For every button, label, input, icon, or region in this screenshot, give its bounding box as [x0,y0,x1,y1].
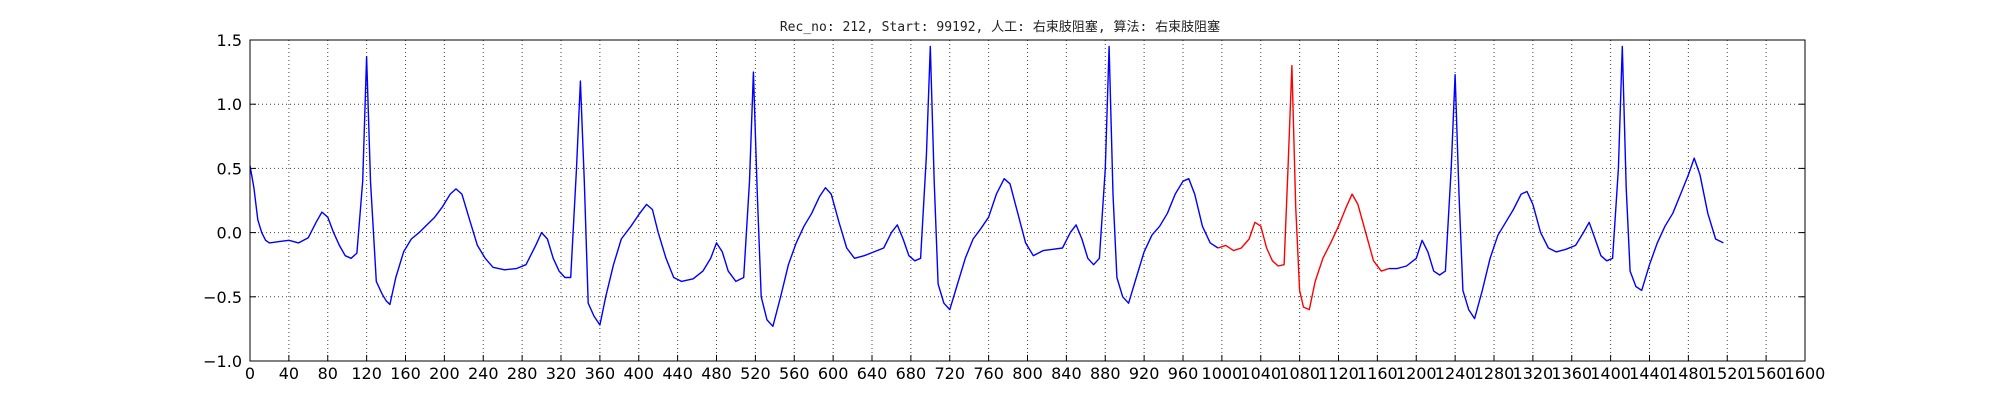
x-tick-label: 1440 [1629,364,1670,383]
x-tick-label: 440 [662,364,693,383]
x-tick-label: 1320 [1513,364,1554,383]
x-tick-label: 400 [623,364,654,383]
x-tick-label: 200 [429,364,460,383]
x-tick-label: 80 [318,364,338,383]
x-tick-label: 120 [351,364,382,383]
x-tick-label: 520 [740,364,771,383]
x-tick-label: 640 [857,364,888,383]
x-tick-label: 240 [468,364,499,383]
x-tick-label: 920 [1129,364,1160,383]
x-tick-label: 1480 [1668,364,1709,383]
x-tick-label: 1400 [1590,364,1631,383]
x-tick-label: 1000 [1202,364,1243,383]
x-tick-label: 360 [585,364,616,383]
x-tick-label: 0 [245,364,255,383]
x-tick-label: 680 [896,364,927,383]
x-tick-label: 480 [701,364,732,383]
series-layer [249,45,1724,327]
x-tick-label: 1280 [1474,364,1515,383]
x-tick-label: 1360 [1551,364,1592,383]
x-tick-label: 40 [279,364,299,383]
y-tick-label: −1.0 [203,352,242,371]
x-tick-label: 800 [1012,364,1043,383]
y-tick-label: 1.0 [217,95,242,114]
x-tick-label: 560 [779,364,810,383]
x-tick-label: 1040 [1240,364,1281,383]
y-tick-label: −0.5 [203,288,242,307]
x-tick-label: 280 [507,364,538,383]
x-tick-label: 1520 [1707,364,1748,383]
y-tick-label: 1.5 [217,31,242,50]
x-tick-label: 1120 [1318,364,1359,383]
x-tick-label: 1200 [1396,364,1437,383]
y-tick-label: 0.5 [217,159,242,178]
x-tick-label: 1160 [1357,364,1398,383]
x-tick-label: 760 [973,364,1004,383]
ecg-series-line-1 [249,45,1219,327]
x-tick-label: 1080 [1279,364,1320,383]
x-tick-label: 880 [1090,364,1121,383]
x-tick-label: 720 [934,364,965,383]
x-tick-label: 320 [546,364,577,383]
x-tick-label: 960 [1168,364,1199,383]
x-tick-label: 1600 [1785,364,1826,383]
x-tick-label: 600 [818,364,849,383]
ecg-series-line-2 [1217,64,1390,311]
grid-lines [249,39,1806,362]
chart-title: Rec_no: 212, Start: 99192, 人工: 右束肢阻塞, 算法… [780,19,1220,35]
x-axis-ticks: 0 40 80 120 160 200 240 280 320 360 400 440 480 520 56… [245,355,1825,383]
ecg-series-line-3 [1389,45,1724,320]
x-tick-label: 160 [390,364,421,383]
x-tick-label: 1560 [1746,364,1787,383]
y-axis-ticks: −1.0 −0.5 0.0 0.5 1.0 1.5 [203,31,1805,371]
y-tick-label: 0.0 [217,224,242,243]
x-tick-label: 1240 [1435,364,1476,383]
x-tick-label: 840 [1051,364,1082,383]
